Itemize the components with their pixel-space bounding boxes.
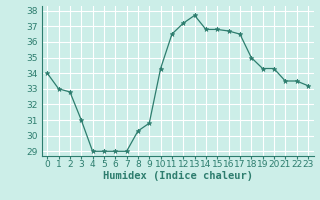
X-axis label: Humidex (Indice chaleur): Humidex (Indice chaleur) (103, 171, 252, 181)
